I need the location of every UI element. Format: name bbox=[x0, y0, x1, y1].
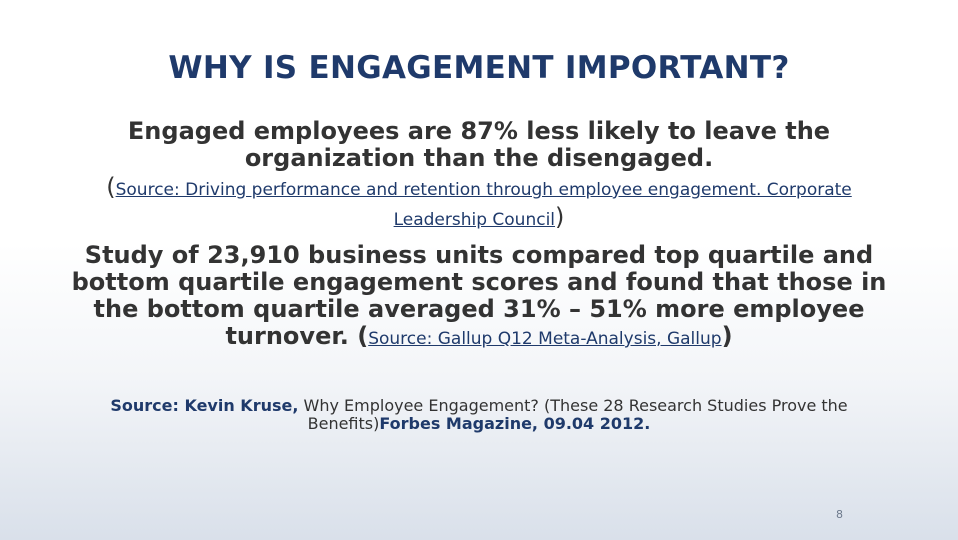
forbes-citation: Source: Kevin Kruse, Why Employee Engage… bbox=[90, 397, 868, 433]
retention-source: (Source: Driving performance and retenti… bbox=[90, 174, 868, 234]
citation-publication: Forbes Magazine, 09.04 2012. bbox=[379, 414, 651, 433]
close-paren: ) bbox=[555, 203, 565, 231]
gallup-study-statement: Study of 23,910 business units compared … bbox=[70, 242, 888, 353]
gallup-meta-analysis-link[interactable]: Source: Gallup Q12 Meta-Analysis, Gallup bbox=[368, 329, 722, 349]
engagement-retention-statement: Engaged employees are 87% less likely to… bbox=[127, 117, 831, 172]
citation-title: Why Employee Engagement? (These 28 Resea… bbox=[298, 396, 848, 433]
gallup-study-text: Study of 23,910 business units compared … bbox=[71, 241, 887, 350]
close-paren: ) bbox=[721, 322, 733, 350]
citation-author: Source: Kevin Kruse, bbox=[110, 396, 299, 415]
open-paren: ( bbox=[106, 173, 116, 201]
corporate-leadership-council-link[interactable]: Source: Driving performance and retentio… bbox=[115, 180, 852, 230]
page-number: 8 bbox=[836, 508, 843, 521]
slide-title: WHY IS ENGAGEMENT IMPORTANT? bbox=[168, 50, 790, 86]
